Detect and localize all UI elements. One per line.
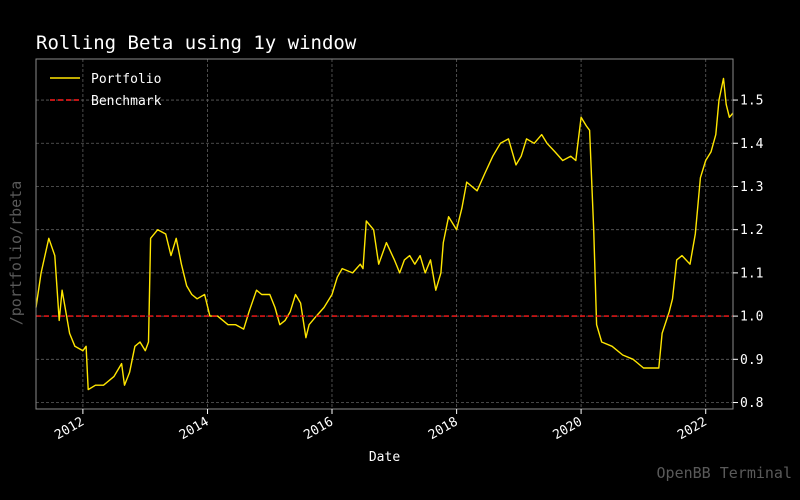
y-tick-label: 0.9 <box>740 353 763 368</box>
x-tick-label: 2018 <box>426 414 461 443</box>
x-axis-label: Date <box>369 450 400 465</box>
y-tick-label: 1.5 <box>740 94 763 109</box>
series-layer <box>35 77 734 391</box>
x-tick-label: 2016 <box>301 414 336 443</box>
legend: Portfolio Benchmark <box>50 72 162 109</box>
grid <box>36 59 733 409</box>
y-tick-label: 1.1 <box>740 266 763 281</box>
y-tick-label: 1.4 <box>740 137 764 152</box>
x-tick-label: 2014 <box>177 414 212 443</box>
y-tick-label: 0.8 <box>740 396 763 411</box>
y-tick-label: 1.3 <box>740 180 763 195</box>
chart-title: Rolling Beta using 1y window <box>36 32 357 54</box>
y-tick-label: 1.2 <box>740 223 763 238</box>
legend-label-benchmark: Benchmark <box>91 94 162 109</box>
legend-label-portfolio: Portfolio <box>91 72 161 87</box>
portfolio-beta-line <box>35 77 734 391</box>
openbb-watermark: OpenBB Terminal <box>656 464 792 482</box>
x-tick-label: 2012 <box>52 414 87 443</box>
x-tick-label: 2022 <box>675 414 710 443</box>
plot-area-frame <box>35 58 734 410</box>
x-tick-label: 2020 <box>550 414 585 443</box>
y-tick-label: 1.0 <box>740 310 763 325</box>
